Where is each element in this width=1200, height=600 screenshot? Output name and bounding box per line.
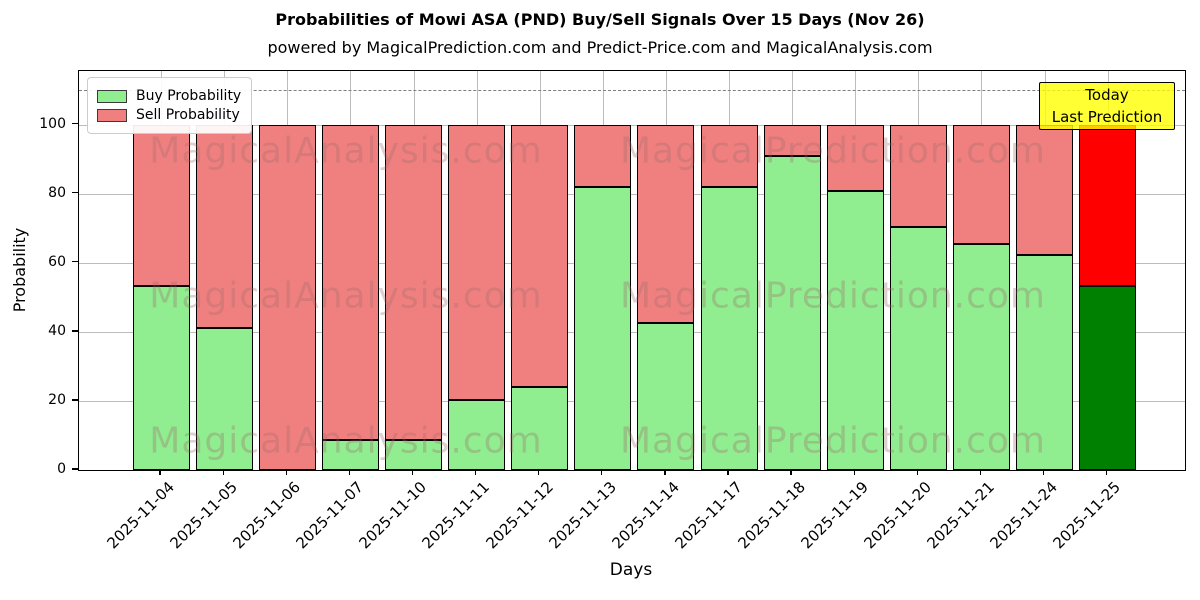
x-tick-mark xyxy=(159,469,161,475)
x-tick-mark xyxy=(538,469,540,475)
bar-segment-buy xyxy=(637,323,695,470)
bar-segment-sell xyxy=(889,124,947,228)
x-tick-label-text: 2025-11-06 xyxy=(229,478,305,553)
today-annotation-box: Today Last Prediction xyxy=(1039,82,1175,130)
today-annotation-line2: Last Prediction xyxy=(1051,108,1163,126)
bar-segment-buy xyxy=(448,399,506,470)
bar-segment-buy xyxy=(132,285,190,470)
bar-segment-buy xyxy=(1016,255,1073,470)
x-axis-label: Days xyxy=(609,560,653,580)
x-tick-mark xyxy=(348,469,351,475)
y-tick-mark xyxy=(72,191,78,194)
horizontal-gridline xyxy=(79,124,1185,126)
bar-segment-buy xyxy=(1079,285,1137,470)
chart-title: Probabilities of Mowi ASA (PND) Buy/Sell… xyxy=(275,10,925,29)
x-tick-label-text: 2025-11-25 xyxy=(1049,478,1125,553)
x-tick-label-text: 2025-11-14 xyxy=(608,478,683,553)
legend-item-buy: Buy Probability xyxy=(97,88,241,104)
bar-segment-sell xyxy=(637,124,695,324)
x-tick-label-text: 2025-11-04 xyxy=(103,478,178,553)
y-tick-mark xyxy=(72,261,78,263)
bar-segment-buy xyxy=(889,227,947,470)
chart-subtitle: powered by MagicalPrediction.com and Pre… xyxy=(267,38,933,57)
bar-segment-sell xyxy=(826,124,884,192)
buy-swatch-icon xyxy=(97,89,127,103)
plot-area: MagicalAnalysis.com MagicalPrediction.com… xyxy=(78,70,1186,471)
horizontal-gridline xyxy=(79,262,1185,264)
legend-label-sell: Sell Probability xyxy=(136,107,240,123)
bar-segment-sell xyxy=(321,124,379,440)
x-tick-label-text: 2025-11-11 xyxy=(418,478,494,553)
bar-segment-sell xyxy=(1079,124,1137,286)
y-tick-label: 40 xyxy=(48,322,66,339)
legend-label-buy: Buy Probability xyxy=(136,88,242,104)
x-tick-mark xyxy=(474,469,477,475)
legend-item-sell: Sell Probability xyxy=(97,107,241,123)
bar-segment-buy xyxy=(195,327,253,470)
bar-segment-sell xyxy=(511,124,569,388)
x-tick-label-text: 2025-11-17 xyxy=(671,478,746,553)
legend: Buy Probability Sell Probability xyxy=(87,77,253,134)
x-tick-label-text: 2025-11-07 xyxy=(292,478,368,553)
x-tick-mark xyxy=(664,469,666,475)
x-tick-mark xyxy=(222,469,224,475)
bar-segment-sell xyxy=(763,124,821,156)
x-tick-mark xyxy=(601,469,603,475)
x-tick-label-text: 2025-11-18 xyxy=(734,478,809,553)
bar-segment-sell xyxy=(195,124,253,328)
bar-segment-sell xyxy=(258,124,316,470)
horizontal-gridline xyxy=(79,331,1185,333)
x-tick-mark xyxy=(285,469,287,475)
x-tick-label-text: 2025-11-20 xyxy=(860,478,936,553)
x-tick-label-text: 2025-11-05 xyxy=(166,478,241,553)
bar-segment-sell xyxy=(385,124,442,440)
bar-segment-sell xyxy=(1016,124,1073,256)
bar-segment-buy xyxy=(826,191,884,470)
bar-segment-buy xyxy=(321,439,379,470)
x-tick-label-text: 2025-11-21 xyxy=(923,478,999,553)
y-tick-mark xyxy=(72,122,78,125)
x-tick-label-text: 2025-11-24 xyxy=(986,478,1062,553)
x-tick-mark xyxy=(411,469,414,475)
x-tick-label-text: 2025-11-19 xyxy=(797,478,872,553)
y-tick-mark xyxy=(72,468,78,470)
today-annotation-line1: Today xyxy=(1085,86,1129,104)
x-tick-mark xyxy=(1105,469,1108,475)
bar-segment-buy xyxy=(511,387,569,470)
y-tick-label: 20 xyxy=(48,391,66,408)
horizontal-gridline xyxy=(79,400,1185,402)
x-tick-mark xyxy=(979,469,982,475)
x-tick-label-text: 2025-11-12 xyxy=(482,478,557,553)
bar-segment-buy xyxy=(574,186,632,470)
y-tick-label: 100 xyxy=(39,115,66,132)
dashed-guide-line xyxy=(79,90,1185,91)
y-tick-label: 60 xyxy=(48,253,66,270)
bar-segment-buy xyxy=(385,439,442,470)
bar-segment-sell xyxy=(132,124,190,286)
bar-segment-buy xyxy=(952,243,1010,470)
x-tick-mark xyxy=(853,469,855,475)
bar-segment-sell xyxy=(952,124,1010,244)
y-tick-label: 0 xyxy=(57,461,66,477)
x-tick-mark xyxy=(727,469,729,475)
bar-segment-buy xyxy=(763,155,821,470)
bar-segment-buy xyxy=(700,186,758,470)
bar-segment-sell xyxy=(574,124,632,187)
x-tick-mark xyxy=(916,469,918,475)
x-tick-mark xyxy=(790,469,792,475)
horizontal-gridline xyxy=(79,193,1185,195)
sell-swatch-icon xyxy=(97,108,127,122)
y-tick-mark xyxy=(72,330,78,332)
y-tick-label: 80 xyxy=(48,184,66,201)
bar-segment-sell xyxy=(700,124,758,187)
bar-segment-sell xyxy=(448,124,506,400)
x-tick-label-text: 2025-11-10 xyxy=(355,478,431,553)
y-tick-mark xyxy=(72,399,78,401)
x-tick-mark xyxy=(1042,469,1045,475)
